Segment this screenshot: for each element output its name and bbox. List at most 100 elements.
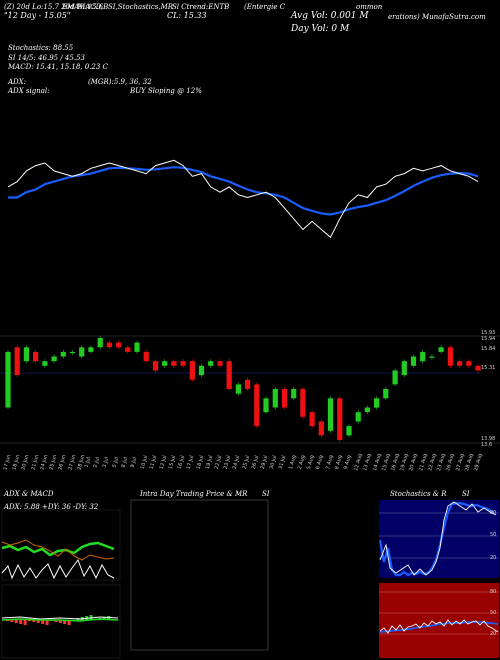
macd-histogram-bar [10,620,14,622]
macd-histogram-bar [67,620,71,625]
candle-body [392,370,398,385]
candle-body [79,347,85,357]
header-source: erations) MunafaSutra.com [388,13,486,21]
candle-body [23,347,29,362]
candle-body [5,351,11,408]
candle-body [318,421,324,436]
header-12day: "12 Day - 15.05" [4,11,71,20]
day-volume: Day Vol: 0 M [291,24,350,34]
candle-body [447,347,453,366]
candle-body [475,365,481,371]
macd-histogram-bar [41,620,45,624]
macd-histogram-bar [36,620,40,623]
candle-body [60,351,66,357]
rsi-panel [379,583,499,658]
price-axis-top2: 15.94 [481,336,496,342]
intraday-panel-si: SI [262,490,270,498]
stochastics-k-line [379,501,497,576]
candle-body [291,389,297,399]
macd-histogram-bar [28,620,31,621]
candle-body [198,365,205,376]
candle-body [263,398,269,413]
candle-body [429,356,435,358]
ema-line [8,166,479,216]
price-axis-bot: 13.98 [481,436,496,442]
candle-body [337,398,343,440]
macd-line [1,616,119,620]
macd-histogram-bar [14,620,18,623]
candle-body [383,389,389,399]
candle-body [14,347,20,376]
stoch-tick-20: 20 [490,555,497,561]
candle-body [143,351,149,362]
candle-body [374,398,380,408]
candle-body [97,338,103,348]
candle-body [217,361,223,366]
header-close: CL: 15.33 [167,11,207,20]
adx-plus-di-line [1,541,115,557]
candle-body [33,351,39,362]
candle-body [309,412,315,427]
header-macd: MACD,B [78,3,109,11]
stochastics-value: Stochastics: 88.55 [8,44,74,52]
macd-histogram-bar [19,620,23,624]
price-axis-bot2: 13.6 [481,442,493,448]
header-date-range: (Z) 20d Lo:15.7 20d Hi:15.6 [4,3,104,11]
candle-body [300,389,306,417]
header-ticker: Sl Ctrend:ENTB [172,3,230,11]
adx-label: ADX: [8,78,27,86]
price-axis-mid2: 15.31 [481,365,496,371]
stoch-tick-50: 50 [490,532,497,538]
rsi-signal-line [379,621,499,633]
header-company: (Entergie C [244,3,286,11]
adx-panel-title: ADX & MACD [4,490,54,498]
candle-body [125,347,131,352]
candle-body [42,361,48,366]
candle-body [327,398,334,431]
candle-body [254,384,260,427]
macd-histogram-bar [63,620,67,624]
candle-body [106,342,112,348]
candle-body [235,384,241,394]
stoch-tick-80: 80 [490,510,497,516]
rsi-tick-50: 50 [490,610,497,616]
macd-histogram-bar [58,620,62,623]
adx-signal-label: ADX signal: [8,87,50,95]
price-axis-mid1: 15.84 [481,346,496,352]
macd-histogram-bar [102,617,106,620]
adx-panel-values: ADX: 5.88 +DY: 36 -DY: 32 [4,503,99,511]
macd-histogram-bar [54,620,58,622]
candle-body [457,361,463,366]
header-company-suffix: ommon [356,3,383,11]
candle-body [208,361,214,366]
stoch-panel-title: Stochastics & R [390,490,447,498]
candle-body [88,347,94,352]
macd-signal-line [1,618,119,622]
price-line [7,159,479,239]
avg-volume: Avg Vol: 0.001 M [291,11,369,21]
candle-body [438,347,444,352]
candle-body [116,342,122,348]
candle-body [180,361,186,366]
candle-body [364,407,370,413]
candle-body [171,361,177,366]
header-stoch: SI,Stochastics,MR [108,3,174,11]
candle-body [51,356,57,362]
candle-body [162,361,168,366]
macd-histogram-bar [6,620,9,621]
macd-histogram-bar [107,616,111,620]
candle-body [272,389,278,408]
candle-body [152,361,159,371]
candle-body [355,412,361,422]
intraday-panel [130,499,269,651]
candle-body [281,389,288,408]
candle-body [401,361,407,376]
macd-histogram-bar [23,620,27,625]
adx-values: (MGR):5.9, 36, 32 [88,78,152,86]
price-axis-top1: 15.93 [481,330,496,336]
candle-body [466,361,472,366]
stoch-panel-si: SI [462,490,470,498]
candle-body [189,361,195,380]
